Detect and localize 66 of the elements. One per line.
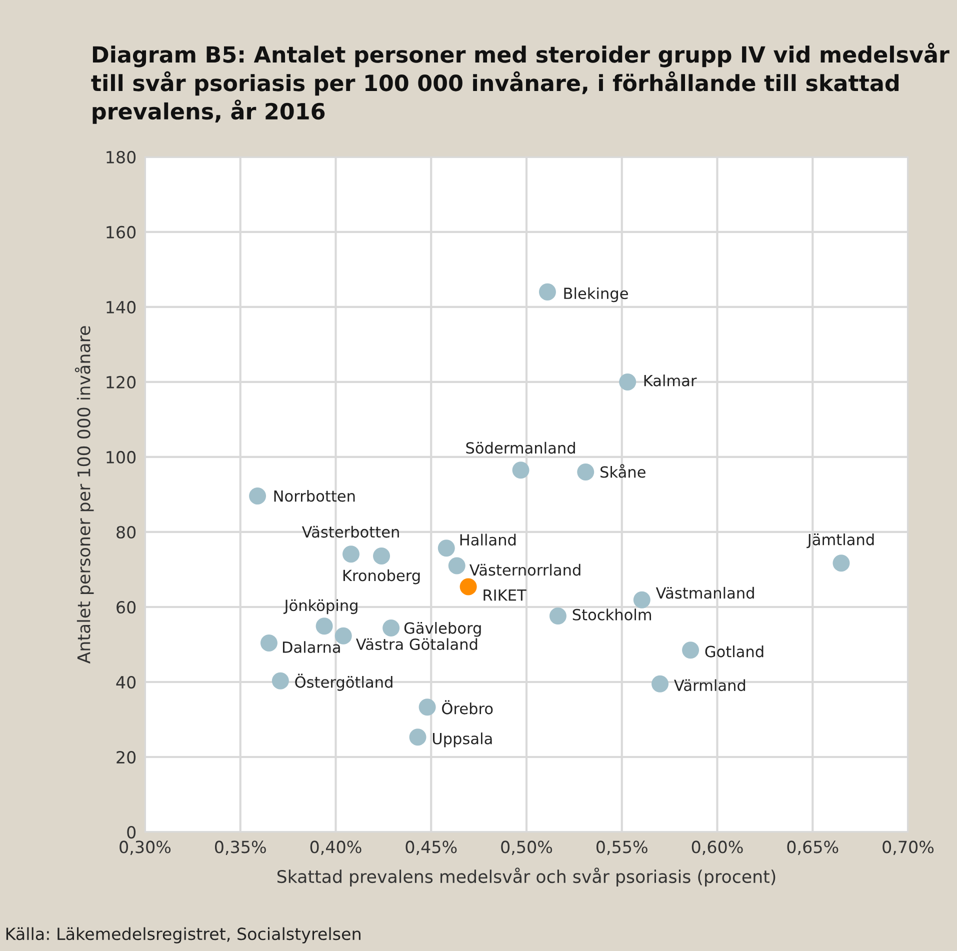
x-tick-label: 0,40% bbox=[310, 840, 362, 855]
series-label: Jönköping bbox=[283, 599, 358, 614]
point bbox=[538, 283, 556, 300]
point bbox=[260, 634, 278, 652]
x-tick-label: 0,50% bbox=[501, 840, 552, 855]
y-tick-label: 40 bbox=[116, 676, 136, 689]
point bbox=[316, 618, 333, 635]
x-axis-title: Skattad prevalens medelsvår och svår psoriasis (procent) bbox=[277, 868, 776, 886]
point bbox=[652, 675, 669, 692]
series-label: Gotland bbox=[705, 646, 764, 658]
point bbox=[342, 546, 360, 563]
x-tick-label: 0,55% bbox=[596, 840, 648, 855]
y-tick-label: 80 bbox=[116, 526, 136, 539]
point bbox=[682, 642, 700, 659]
series-label: Örebro bbox=[442, 700, 493, 714]
series-label: Västmanland bbox=[656, 586, 754, 599]
point bbox=[448, 557, 466, 574]
x-tick-label: 0,60% bbox=[692, 840, 743, 855]
x-tick-label: 0,35% bbox=[214, 840, 266, 855]
chart-title: Diagram B5: Antalet personer med steroider grupp IV vid medelsvår till svår psoriasis per 100 000 invånare, i förhållande till skattad prevalens, år 2016 bbox=[91, 42, 950, 124]
series-label: Norrbotten bbox=[274, 490, 355, 502]
y-tick-label: 160 bbox=[106, 226, 136, 238]
point bbox=[373, 547, 390, 564]
point bbox=[409, 728, 426, 746]
series-label: Värmland bbox=[674, 679, 746, 692]
series-label: Västerbotten bbox=[302, 526, 399, 538]
y-tick-label: 120 bbox=[106, 376, 136, 389]
y-tick-label: 140 bbox=[106, 300, 136, 314]
y-tick-label: 0 bbox=[127, 826, 136, 839]
series-label: Blekinge bbox=[564, 287, 628, 302]
series-label: Dalarna bbox=[282, 641, 340, 653]
point bbox=[438, 540, 455, 557]
point bbox=[512, 462, 530, 479]
series-label: Kalmar bbox=[644, 374, 697, 386]
series-label: Södermanland bbox=[466, 442, 575, 454]
point bbox=[577, 463, 594, 480]
x-tick-label: 0,30% bbox=[120, 840, 171, 855]
x-tick-label: 0,45% bbox=[406, 840, 457, 855]
y-tick-label: 100 bbox=[106, 450, 136, 464]
series-label: Jämtland bbox=[806, 533, 874, 548]
series-label: RIKET bbox=[484, 590, 526, 601]
point bbox=[549, 607, 566, 624]
series-label: Gävleborg bbox=[404, 622, 481, 637]
series-label: Skåne bbox=[600, 464, 646, 478]
x-tick-label: 0,70% bbox=[882, 840, 934, 855]
series-label: Halland bbox=[460, 534, 516, 546]
point bbox=[633, 591, 650, 608]
series-label: Uppsala bbox=[432, 732, 492, 748]
series-label: Västra Götaland bbox=[356, 638, 478, 650]
y-tick-label: 180 bbox=[106, 150, 136, 164]
y-tick-label: 60 bbox=[116, 600, 136, 614]
series-label: Kronoberg bbox=[343, 569, 420, 584]
point bbox=[460, 578, 477, 596]
point bbox=[249, 487, 266, 504]
series-label: Stockholm bbox=[572, 608, 651, 620]
series-label: Östergötland bbox=[295, 674, 392, 691]
point bbox=[619, 373, 636, 390]
y-axis-title: Antalet personer per 100 000 invånare bbox=[74, 326, 94, 664]
series-label: Västernorrland bbox=[469, 564, 580, 576]
point bbox=[382, 619, 400, 636]
point bbox=[418, 698, 436, 716]
point bbox=[832, 554, 850, 572]
y-tick-label: 20 bbox=[116, 750, 136, 764]
point bbox=[272, 672, 289, 690]
text: Källa: Läkemedelsregistret, Socialstyrelsen bbox=[6, 927, 360, 944]
x-tick-label: 0,65% bbox=[787, 840, 838, 855]
